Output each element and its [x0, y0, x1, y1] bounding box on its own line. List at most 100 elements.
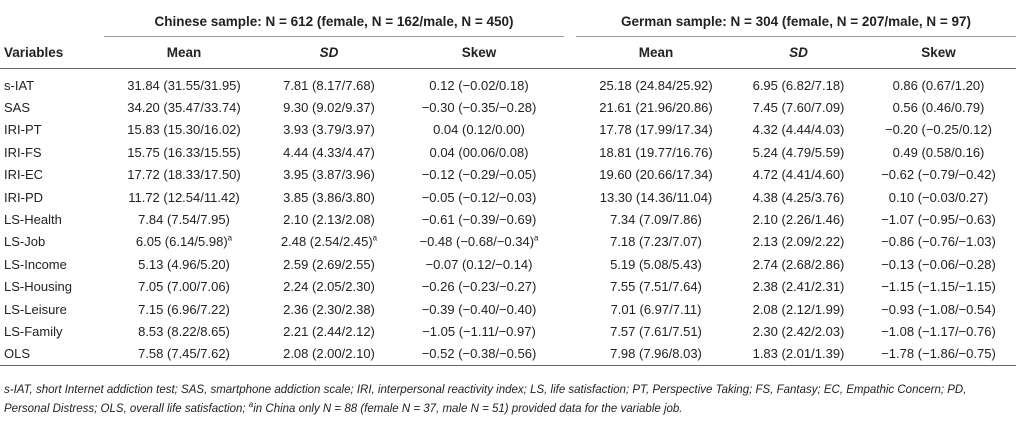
chinese-skew-cell: 0.12 (−0.02/0.18) — [394, 69, 564, 97]
german-mean-cell-text: 13.30 (14.36/11.04) — [599, 189, 713, 205]
chinese-mean-cell-text: 7.05 (7.00/7.06) — [138, 279, 230, 295]
footnote-marker: a — [248, 400, 254, 410]
variable-cell-text: IRI-FS — [4, 144, 42, 160]
german-skew-cell: 0.10 (−0.03/0.27) — [861, 186, 1016, 208]
variable-cell: SAS — [0, 96, 104, 118]
chinese-skew-cell-text: −0.48 (−0.68/−0.34) — [419, 234, 535, 250]
german-skew-cell-text: 0.56 (0.46/0.79) — [892, 100, 985, 116]
german-skew-cell: −0.62 (−0.79/−0.42) — [861, 164, 1016, 186]
table-row: IRI-FS 15.75 (16.33/15.55) 4.44 (4.33/4.47… — [0, 141, 1016, 163]
german-skew-cell-text: −0.20 (−0.25/0.12) — [885, 122, 992, 138]
german-sd-cell: 4.38 (4.25/3.76) — [736, 186, 861, 208]
german-mean-cell-text: 7.98 (7.96/8.03) — [610, 346, 702, 362]
chinese-mean-cell: 7.05 (7.00/7.06) — [104, 276, 264, 298]
chinese-skew-cell-text: −0.52 (−0.38/−0.56) — [421, 346, 537, 362]
german-skew-cell: −1.78 (−1.86/−0.75) — [861, 342, 1016, 367]
variable-cell: LS-Health — [0, 208, 104, 230]
german-mean-cell-text: 7.18 (7.23/7.07) — [610, 234, 702, 250]
chinese-mean-cell-text: 8.53 (8.22/8.65) — [138, 323, 230, 339]
table-row: OLS 7.58 (7.45/7.62) 2.08 (2.00/2.10) −0.52… — [0, 342, 1016, 367]
german-mean-cell-text: 7.34 (7.09/7.86) — [610, 212, 702, 228]
german-skew-cell: −0.86 (−0.76/−1.03) — [861, 231, 1016, 253]
chinese-sd-cell-text: 4.44 (4.33/4.47) — [283, 144, 375, 160]
german-sd-cell-text: 1.83 (2.01/1.39) — [752, 346, 845, 362]
chinese-mean-cell-text: 15.75 (16.33/15.55) — [127, 144, 241, 160]
german-mean-cell: 7.57 (7.61/7.51) — [576, 320, 736, 342]
chinese-mean-cell: 31.84 (31.55/31.95) — [104, 69, 264, 97]
chinese-sd-cell-text: 3.85 (3.86/3.80) — [283, 189, 375, 205]
chinese-mean-cell-text: 7.84 (7.54/7.95) — [138, 212, 230, 228]
variable-cell-text: LS-Housing — [4, 279, 72, 295]
chinese-skew-cell: −0.48 (−0.68/−0.34)a — [394, 231, 564, 253]
chinese-sd-cell-text: 3.95 (3.87/3.96) — [283, 167, 375, 183]
chinese-mean-cell: 17.72 (18.33/17.50) — [104, 164, 264, 186]
table-row: LS-Family 8.53 (8.22/8.65) 2.21 (2.44/2.12… — [0, 320, 1016, 342]
german-sd-cell-text: 2.10 (2.26/1.46) — [752, 212, 845, 228]
german-mean-cell: 18.81 (19.77/16.76) — [576, 141, 736, 163]
german-mean-cell: 21.61 (21.96/20.86) — [576, 96, 736, 118]
chinese-skew-cell-text: 0.04 (0.12/0.00) — [433, 122, 525, 138]
chinese-sd-cell: 2.24 (2.05/2.30) — [264, 276, 394, 298]
chinese-sd-header: SD — [264, 36, 394, 69]
variable-cell: LS-Family — [0, 320, 104, 342]
empty-header-cell — [0, 6, 104, 37]
german-skew-cell-text: −1.08 (−1.17/−0.76) — [881, 323, 996, 339]
chinese-mean-cell-text: 5.13 (4.96/5.20) — [138, 256, 230, 272]
german-sd-cell-text: 4.72 (4.41/4.60) — [752, 167, 845, 183]
german-sd-cell-text: 6.95 (6.82/7.18) — [752, 77, 845, 93]
chinese-sd-cell: 2.08 (2.00/2.10) — [264, 342, 394, 367]
german-skew-cell: 0.56 (0.46/0.79) — [861, 96, 1016, 118]
chinese-skew-cell-text: −0.30 (−0.35/−0.28) — [421, 100, 537, 116]
chinese-sd-cell: 2.36 (2.30/2.38) — [264, 298, 394, 320]
german-mean-cell: 7.34 (7.09/7.86) — [576, 208, 736, 230]
variable-cell-text: s-IAT — [4, 77, 35, 93]
german-sd-cell: 2.13 (2.09/2.22) — [736, 231, 861, 253]
german-skew-cell-text: −0.86 (−0.76/−1.03) — [881, 234, 996, 250]
chinese-mean-cell: 7.84 (7.54/7.95) — [104, 208, 264, 230]
chinese-skew-cell-text: −0.61 (−0.39/−0.69) — [421, 212, 537, 228]
variable-cell: LS-Income — [0, 253, 104, 275]
german-mean-cell: 19.60 (20.66/17.34) — [576, 164, 736, 186]
table-row: SAS 34.20 (35.47/33.74) 9.30 (9.02/9.37) −0… — [0, 96, 1016, 118]
german-mean-cell: 17.78 (17.99/17.34) — [576, 119, 736, 141]
german-mean-cell: 7.18 (7.23/7.07) — [576, 231, 736, 253]
german-sd-cell-text: 4.38 (4.25/3.76) — [752, 189, 845, 205]
german-sd-cell: 4.72 (4.41/4.60) — [736, 164, 861, 186]
german-skew-cell: −0.13 (−0.06/−0.28) — [861, 253, 1016, 275]
german-skew-cell: −0.93 (−1.08/−0.54) — [861, 298, 1016, 320]
table-row: LS-Leisure 7.15 (6.96/7.22) 2.36 (2.30/2.3… — [0, 298, 1016, 320]
german-mean-cell: 7.55 (7.51/7.64) — [576, 276, 736, 298]
german-skew-cell: 0.49 (0.58/0.16) — [861, 141, 1016, 163]
german-sd-cell-text: 5.24 (4.79/5.59) — [752, 144, 845, 160]
chinese-sample-header: Chinese sample: N = 612 (female, N = 162… — [104, 6, 564, 37]
german-mean-cell-text: 18.81 (19.77/16.76) — [599, 144, 713, 160]
footnote-marker: a — [372, 234, 378, 244]
chinese-sd-cell-text: 2.48 (2.54/2.45) — [280, 234, 373, 250]
german-skew-cell-text: 0.49 (0.58/0.16) — [892, 144, 985, 160]
german-mean-cell: 13.30 (14.36/11.04) — [576, 186, 736, 208]
chinese-sd-cell: 2.48 (2.54/2.45)a — [264, 231, 394, 253]
german-sd-cell: 2.30 (2.42/2.03) — [736, 320, 861, 342]
chinese-sd-cell: 3.95 (3.87/3.96) — [264, 164, 394, 186]
german-skew-cell-text: −0.93 (−1.08/−0.54) — [881, 301, 996, 317]
german-sd-cell: 4.32 (4.44/4.03) — [736, 119, 861, 141]
variable-cell-text: LS-Leisure — [4, 301, 67, 317]
german-skew-cell-text: −1.07 (−0.95/−0.63) — [881, 212, 996, 228]
footnote-marker: a — [534, 234, 539, 244]
table-row: LS-Housing 7.05 (7.00/7.06) 2.24 (2.05/2.3… — [0, 276, 1016, 298]
footnote-text: s-IAT, short Internet addiction test; SA… — [4, 384, 967, 415]
table-footnote: s-IAT, short Internet addiction test; SA… — [4, 381, 1012, 419]
chinese-skew-header: Skew — [394, 36, 564, 69]
chinese-mean-cell: 7.58 (7.45/7.62) — [104, 342, 264, 367]
chinese-skew-cell-text: −0.12 (−0.29/−0.05) — [421, 167, 537, 183]
chinese-mean-cell-text: 34.20 (35.47/33.74) — [127, 100, 241, 116]
table-row: LS-Job 6.05 (6.14/5.98)a 2.48 (2.54/2.45)a… — [0, 231, 1016, 253]
german-mean-cell-text: 17.78 (17.99/17.34) — [599, 122, 713, 138]
table-row: s-IAT 31.84 (31.55/31.95) 7.81 (8.17/7.68)… — [0, 69, 1016, 97]
german-skew-cell: −1.07 (−0.95/−0.63) — [861, 208, 1016, 230]
german-sd-cell-text: 2.30 (2.42/2.03) — [752, 323, 845, 339]
table-body: s-IAT 31.84 (31.55/31.95) 7.81 (8.17/7.68)… — [0, 69, 1016, 367]
german-mean-cell-text: 19.60 (20.66/17.34) — [599, 167, 713, 183]
descriptive-statistics-table: Chinese sample: N = 612 (female, N = 162… — [0, 6, 1016, 367]
